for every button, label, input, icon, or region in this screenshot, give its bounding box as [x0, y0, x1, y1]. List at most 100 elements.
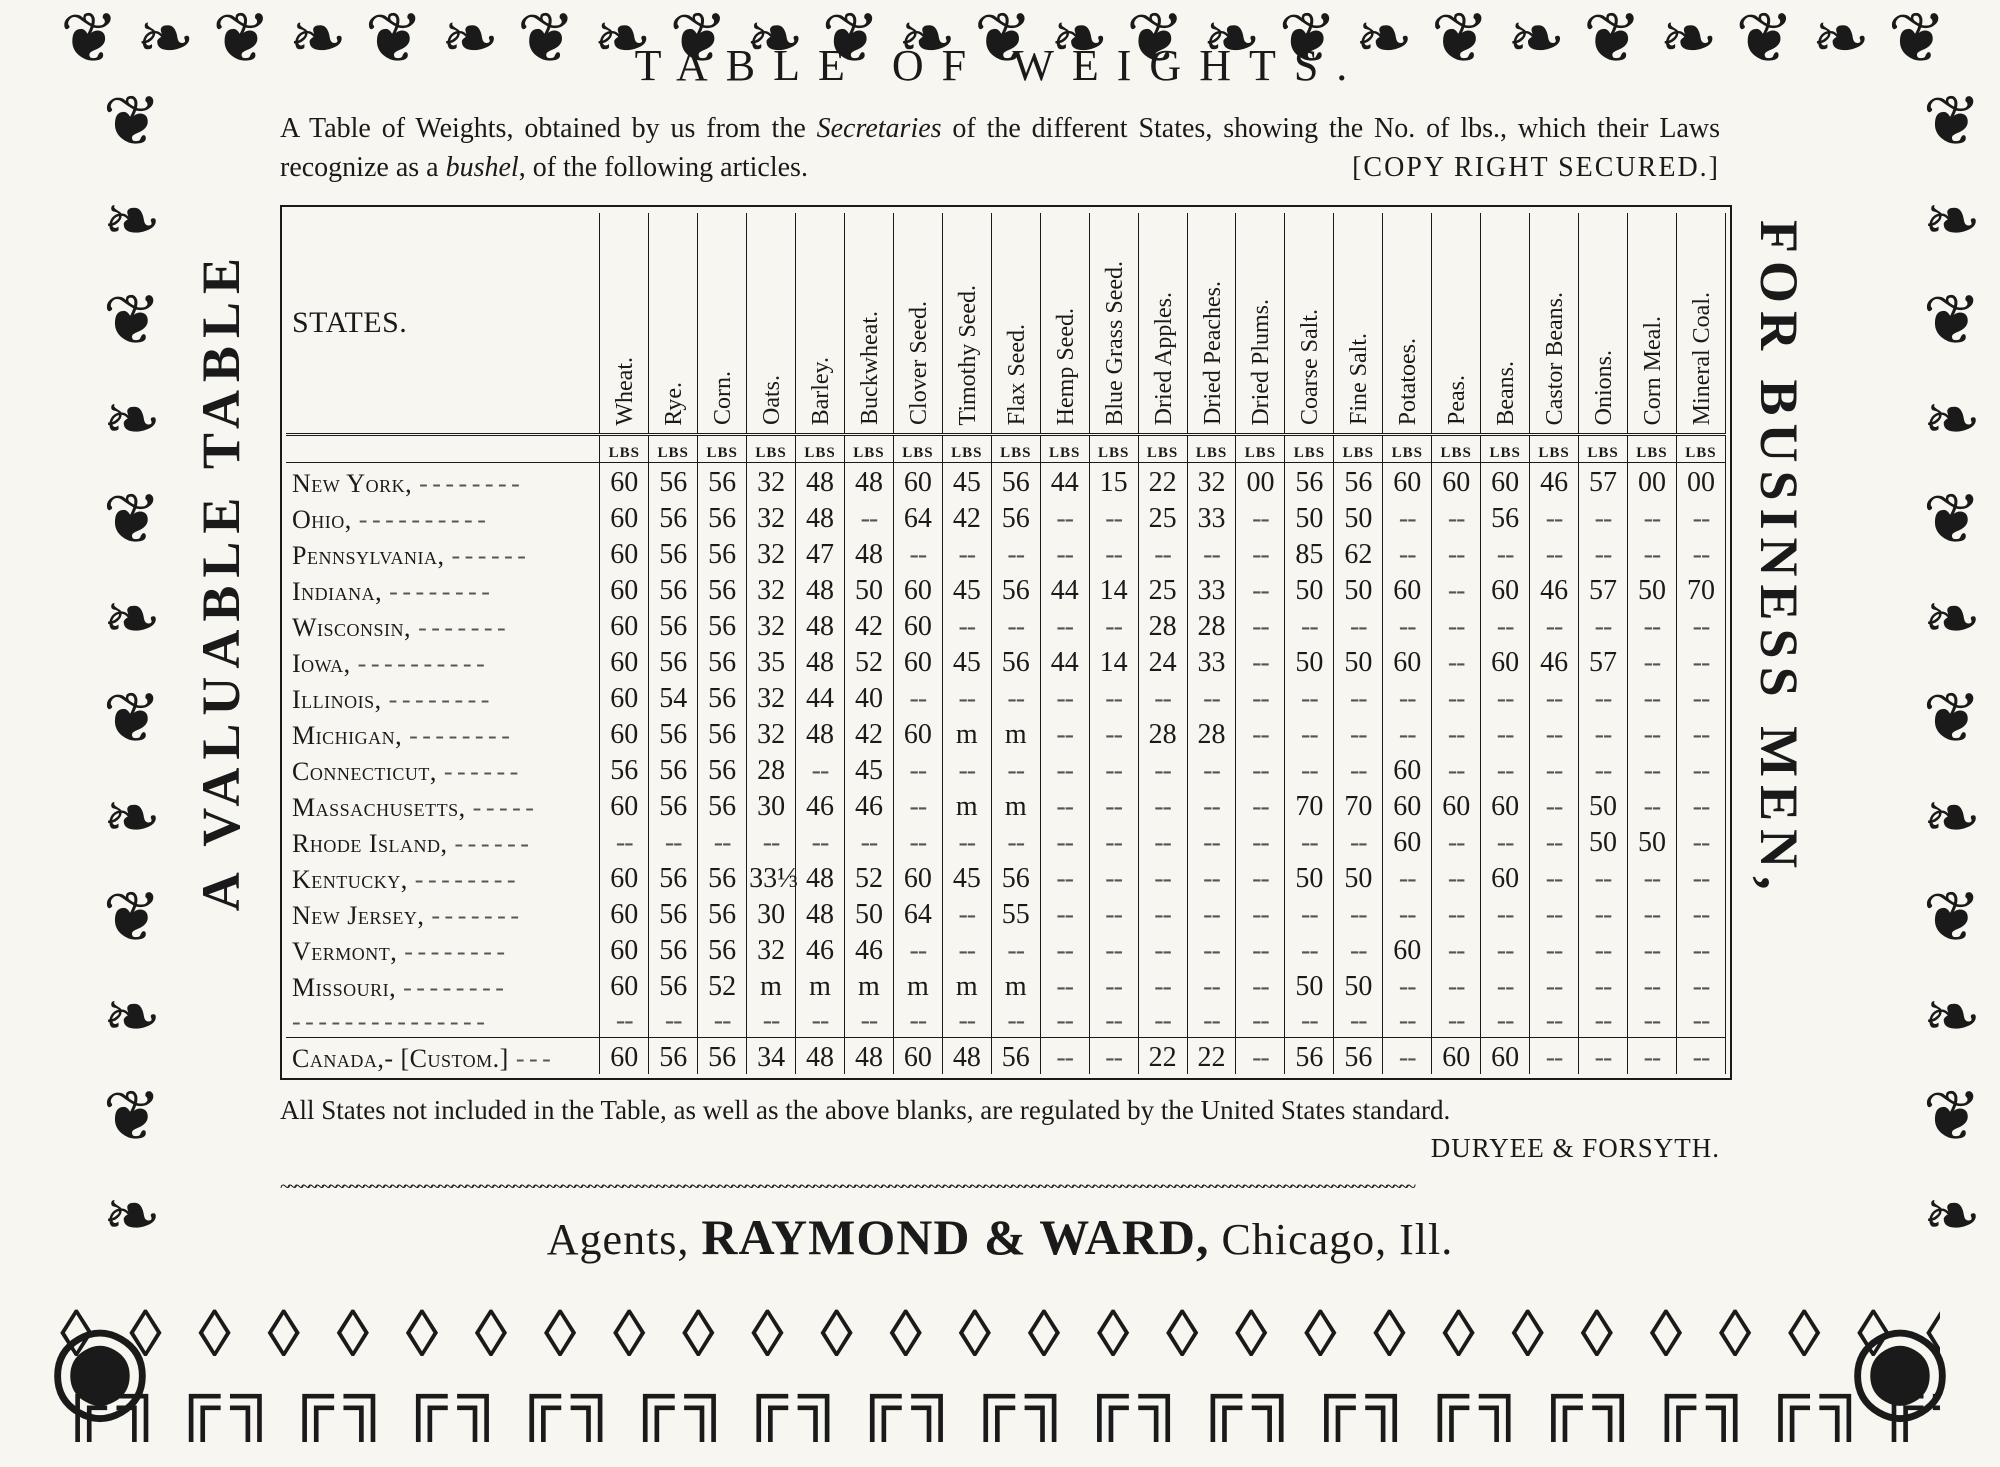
value-cell: -- [1627, 751, 1676, 787]
value-cell: 48 [796, 571, 845, 607]
value-cell: -- [1236, 751, 1285, 787]
value-cell: 48 [796, 1038, 845, 1075]
value-cell: -- [1040, 931, 1089, 967]
value-cell: -- [1089, 715, 1138, 751]
value-cell: -- [1579, 931, 1628, 967]
table-row: Vermont, - - - - - - - - 605656324646---… [286, 931, 1726, 967]
value-cell: -- [1187, 751, 1236, 787]
value-cell: -- [1432, 967, 1481, 1003]
page-title: TABLE OF WEIGHTS. [280, 40, 1720, 91]
value-cell: 50 [1285, 859, 1334, 895]
value-cell: 33 [1187, 643, 1236, 679]
lbs-unit-cell: LBS [649, 435, 698, 463]
value-cell: 14 [1089, 643, 1138, 679]
column-header: Corn Meal. [1627, 213, 1676, 435]
value-cell: 46 [844, 787, 893, 823]
value-cell: 60 [600, 715, 649, 751]
value-cell: 56 [698, 571, 747, 607]
footnote-text: All States not included in the Table, as… [280, 1095, 1450, 1125]
value-cell: -- [1432, 535, 1481, 571]
value-cell: -- [1676, 859, 1725, 895]
value-cell: -- [1627, 967, 1676, 1003]
value-cell: -- [893, 751, 942, 787]
value-cell: -- [1676, 1038, 1725, 1075]
value-cell: -- [1040, 967, 1089, 1003]
lbs-unit-cell: LBS [1432, 435, 1481, 463]
value-cell: -- [1334, 607, 1383, 643]
value-cell: -- [1579, 967, 1628, 1003]
value-cell: 56 [698, 931, 747, 967]
value-cell: 60 [1383, 463, 1432, 500]
value-cell: 50 [1334, 967, 1383, 1003]
value-cell: 70 [1334, 787, 1383, 823]
value-cell: -- [893, 535, 942, 571]
value-cell: -- [796, 823, 845, 859]
value-cell: -- [1627, 679, 1676, 715]
value-cell: -- [1187, 859, 1236, 895]
value-cell: 50 [1579, 823, 1628, 859]
value-cell: -- [1285, 751, 1334, 787]
value-cell: 56 [698, 535, 747, 571]
value-cell: 28 [1138, 607, 1187, 643]
agents-prefix: Agents, [547, 1215, 702, 1264]
value-cell: 60 [893, 643, 942, 679]
agents-name: RAYMOND & WARD, [701, 1209, 1209, 1265]
value-cell: -- [1676, 607, 1725, 643]
value-cell: -- [1138, 859, 1187, 895]
value-cell: -- [991, 751, 1040, 787]
value-cell: 00 [1627, 463, 1676, 500]
value-cell: -- [1089, 967, 1138, 1003]
value-cell: -- [1530, 967, 1579, 1003]
value-cell: 48 [796, 715, 845, 751]
value-cell: -- [942, 895, 991, 931]
value-cell: -- [1089, 499, 1138, 535]
value-cell: 60 [600, 967, 649, 1003]
value-cell: -- [1040, 895, 1089, 931]
blank-cell: -- [1285, 1003, 1334, 1038]
blank-cell: -- [1481, 1003, 1530, 1038]
ornamental-border-left: ❦ ❧ ❦ ❧ ❦ ❧ ❦ ❧ ❦ ❧ ❦ ❧ ❦ ❧ ❦ ❧ ❦ ❧ ❦ ❧ … [15, 80, 165, 1287]
value-cell: 60 [600, 895, 649, 931]
value-cell: -- [1383, 499, 1432, 535]
value-cell: 64 [893, 499, 942, 535]
value-cell: -- [942, 535, 991, 571]
value-cell: -- [1187, 679, 1236, 715]
value-cell: -- [1187, 931, 1236, 967]
lbs-unit-cell: LBS [747, 435, 796, 463]
value-cell: 42 [942, 499, 991, 535]
value-cell: -- [1236, 571, 1285, 607]
value-cell: -- [1676, 751, 1725, 787]
value-cell: -- [1432, 679, 1481, 715]
lbs-unit-cell: LBS [1089, 435, 1138, 463]
agents-line: Agents, RAYMOND & WARD, Chicago, Ill. [280, 1208, 1720, 1266]
value-cell: 30 [747, 787, 796, 823]
blank-cell: -- [600, 1003, 649, 1038]
value-cell: 60 [600, 679, 649, 715]
blank-cell: -- [1138, 1003, 1187, 1038]
value-cell: 44 [1040, 571, 1089, 607]
lbs-row-spacer [286, 435, 600, 463]
value-cell: 56 [698, 643, 747, 679]
value-cell: 44 [796, 679, 845, 715]
state-name-cell: Pennsylvania, - - - - - - [286, 535, 600, 571]
value-cell: 56 [991, 463, 1040, 500]
blank-cell: -- [1383, 1003, 1432, 1038]
value-cell: 14 [1089, 571, 1138, 607]
lbs-unit-cell: LBS [1481, 435, 1530, 463]
value-cell: -- [1383, 607, 1432, 643]
value-cell: -- [1481, 967, 1530, 1003]
value-cell: -- [1676, 895, 1725, 931]
value-cell: 24 [1138, 643, 1187, 679]
blank-cell: -- [796, 1003, 845, 1038]
value-cell: -- [1138, 967, 1187, 1003]
value-cell: -- [1530, 859, 1579, 895]
value-cell: 56 [698, 499, 747, 535]
value-cell: -- [1236, 715, 1285, 751]
table-row: Indiana, - - - - - - - - 605656324850604… [286, 571, 1726, 607]
column-header: Potatoes. [1383, 213, 1432, 435]
value-cell: 48 [796, 463, 845, 500]
value-cell: 56 [698, 463, 747, 500]
value-cell: -- [1481, 751, 1530, 787]
table-row: Massachusetts, - - - - - 605656304646--m… [286, 787, 1726, 823]
value-cell: -- [1334, 931, 1383, 967]
